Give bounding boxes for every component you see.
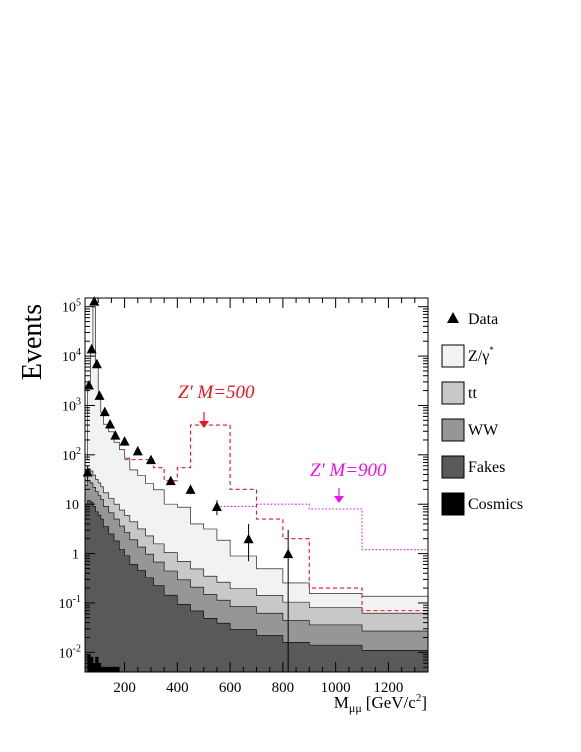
legend: Data Z/γ* tt WW Fakes Cosmics xyxy=(441,311,523,516)
data-point xyxy=(86,343,97,354)
signal-arrow-head-2 xyxy=(334,496,344,503)
data-point xyxy=(211,501,222,511)
data-point xyxy=(94,390,105,400)
y-axis-label: Events xyxy=(17,304,48,380)
data-point xyxy=(283,548,294,559)
legend-marker-data xyxy=(447,312,459,323)
signal-arrow-head-1 xyxy=(199,421,209,428)
x-tick-label: 1000 xyxy=(321,680,351,696)
data-point xyxy=(119,436,130,446)
legend-label: Fakes xyxy=(468,459,505,476)
stack-cosmics xyxy=(85,654,428,672)
data-point xyxy=(110,430,121,440)
legend-label: WW xyxy=(468,422,499,439)
signal-label-2: Z' M=900 xyxy=(310,460,387,481)
y-tick-label: 104 xyxy=(62,347,81,365)
legend-label: Cosmics xyxy=(468,496,523,513)
x-axis-label-units: [GeV/c xyxy=(366,693,416,712)
legend-swatch xyxy=(441,418,465,442)
x-axis-label: Mμμ [GeV/c2] xyxy=(334,692,427,715)
signal-annotations: Z' M=500 Z' M=900 xyxy=(178,382,387,503)
y-tick-label: 10 xyxy=(65,498,79,513)
signal-curves xyxy=(124,424,428,612)
legend-swatch xyxy=(441,344,465,368)
x-tick-label: 1200 xyxy=(373,680,403,696)
y-tick-label: 102 xyxy=(62,446,81,464)
data-points xyxy=(82,296,294,672)
legend-label: Z/γ* xyxy=(468,345,494,365)
x-tick-label: 800 xyxy=(272,680,295,696)
data-point xyxy=(185,484,196,494)
legend-swatch xyxy=(441,492,465,516)
data-point xyxy=(83,379,94,390)
data-point xyxy=(105,419,116,429)
data-point xyxy=(165,475,176,486)
x-tick-label: 400 xyxy=(166,680,189,696)
stack-fakes xyxy=(85,499,428,672)
x-tick-label: 600 xyxy=(219,680,242,696)
x-axis-label-units-sup: 2 xyxy=(416,692,422,704)
signal-curve-1 xyxy=(124,424,428,612)
data-point xyxy=(89,296,100,306)
signal-label-1: Z' M=500 xyxy=(178,382,255,403)
signal-curve-2 xyxy=(216,503,428,551)
x-tick-label: 200 xyxy=(113,680,136,696)
data-point xyxy=(132,445,143,456)
y-tick-label: 105 xyxy=(62,298,81,316)
legend-swatch xyxy=(441,455,465,479)
x-axis-label-sub: μμ xyxy=(349,701,362,715)
y-tick-label: 103 xyxy=(62,396,81,414)
axes: 200 400 600 800 1000 1200 10-2 10-1 1 10 102 103 104… xyxy=(59,298,428,696)
legend-swatch xyxy=(441,381,465,405)
y-tick-label: 1 xyxy=(72,548,79,563)
y-tick-label: 10-2 xyxy=(59,643,81,661)
stacked-backgrounds xyxy=(85,306,428,672)
data-point xyxy=(99,406,110,417)
x-axis-label-base: M xyxy=(334,693,349,712)
data-point xyxy=(145,454,156,465)
data-point xyxy=(91,358,102,369)
data-point xyxy=(243,533,254,544)
x-axis-label-units-close: ] xyxy=(421,693,427,712)
legend-label: Data xyxy=(468,311,498,328)
legend-label: tt xyxy=(468,385,477,402)
y-tick-label: 10-1 xyxy=(59,594,81,612)
